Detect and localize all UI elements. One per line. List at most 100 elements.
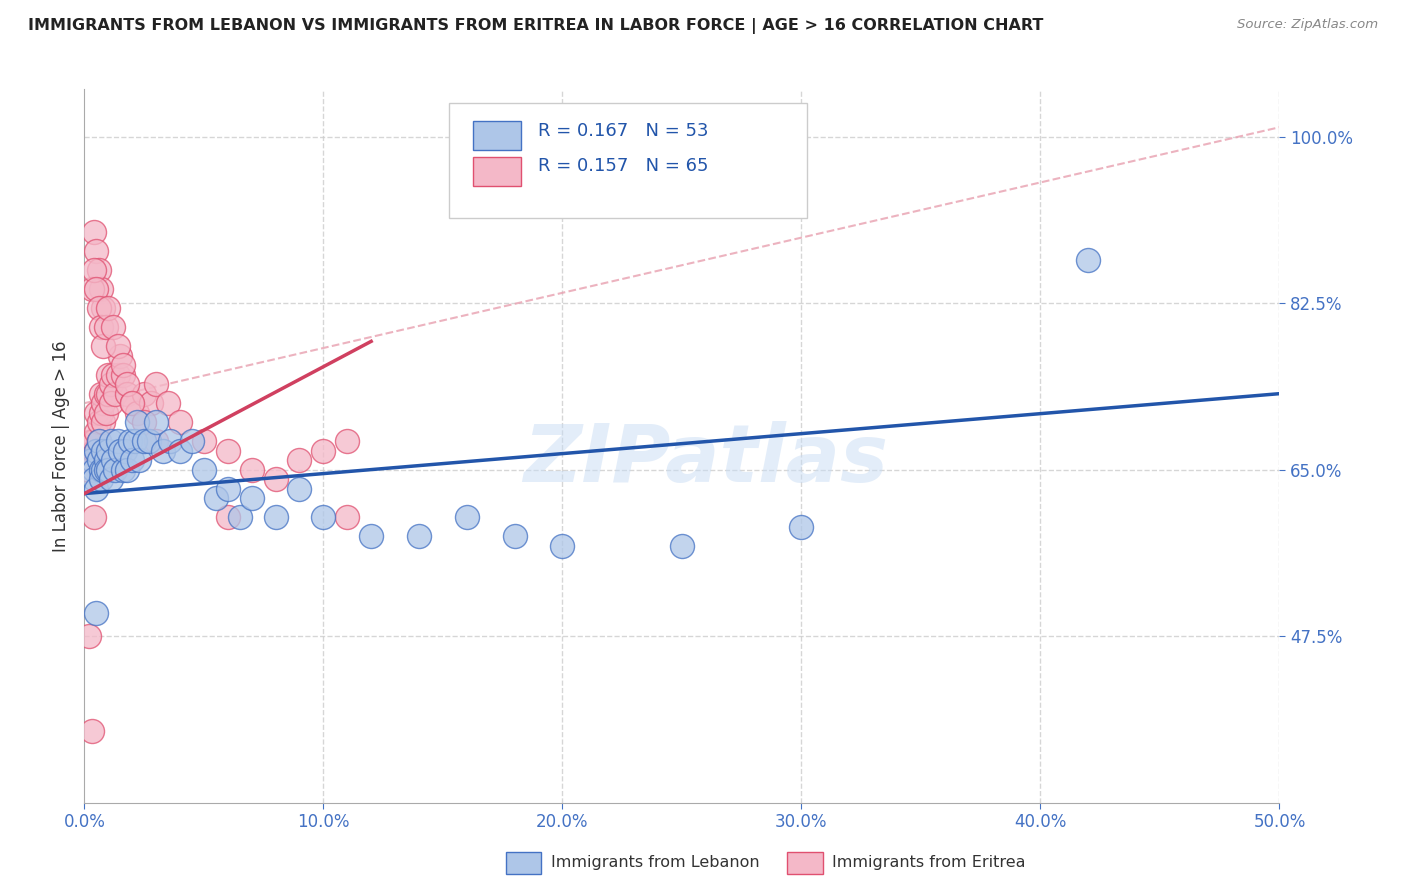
Point: [93, 301, 115, 315]
Point: [145, 415, 167, 429]
Point: [111, 358, 134, 372]
Point: [94, 320, 117, 334]
Point: [97, 301, 120, 315]
Point: [117, 386, 139, 401]
Point: [503, 529, 526, 543]
Point: [205, 491, 228, 506]
Point: [111, 368, 134, 382]
Point: [94, 386, 117, 401]
Point: [107, 339, 129, 353]
Point: [312, 443, 335, 458]
Point: [100, 434, 122, 449]
Point: [217, 510, 239, 524]
Point: [84, 443, 107, 458]
Point: [84, 425, 107, 439]
Point: [169, 443, 191, 458]
Point: [87, 415, 110, 429]
Point: [408, 529, 430, 543]
Point: [121, 396, 143, 410]
Point: [84, 606, 107, 620]
Point: [93, 463, 115, 477]
Point: [456, 510, 478, 524]
Point: [125, 415, 148, 429]
Point: [124, 434, 146, 449]
Point: [101, 320, 124, 334]
Point: [141, 396, 163, 410]
Point: [93, 415, 115, 429]
Text: Immigrants from Eritrea: Immigrants from Eritrea: [832, 855, 1026, 870]
Point: [264, 510, 287, 524]
Point: [94, 406, 117, 420]
Point: [193, 434, 215, 449]
FancyBboxPatch shape: [449, 103, 807, 218]
Point: [288, 482, 311, 496]
Point: [117, 377, 139, 392]
Point: [83, 225, 105, 239]
Point: [111, 463, 134, 477]
Point: [125, 406, 148, 420]
Point: [312, 510, 335, 524]
Point: [128, 453, 150, 467]
Point: [84, 482, 107, 496]
Point: [240, 491, 263, 506]
Point: [193, 463, 215, 477]
Point: [93, 396, 115, 410]
Point: [107, 434, 129, 449]
Point: [145, 377, 167, 392]
Point: [100, 472, 122, 486]
Point: [83, 463, 105, 477]
Point: [80, 724, 103, 739]
Point: [132, 434, 156, 449]
Text: Source: ZipAtlas.com: Source: ZipAtlas.com: [1237, 18, 1378, 31]
Point: [90, 320, 112, 334]
Point: [104, 463, 127, 477]
Point: [104, 386, 127, 401]
Point: [336, 434, 359, 449]
Point: [1077, 253, 1099, 268]
Point: [97, 386, 120, 401]
Point: [121, 453, 143, 467]
Point: [84, 244, 107, 258]
Point: [132, 415, 156, 429]
Y-axis label: In Labor Force | Age > 16: In Labor Force | Age > 16: [52, 340, 70, 552]
Point: [93, 443, 115, 458]
Point: [264, 472, 287, 486]
Point: [83, 472, 105, 486]
Point: [152, 443, 174, 458]
Point: [132, 386, 156, 401]
Point: [157, 396, 180, 410]
Point: [228, 510, 252, 524]
Point: [180, 434, 202, 449]
Point: [110, 443, 132, 458]
Point: [90, 463, 112, 477]
Point: [80, 282, 103, 296]
Point: [84, 282, 107, 296]
Point: [90, 406, 112, 420]
Point: [80, 453, 103, 467]
Point: [93, 339, 115, 353]
Point: [84, 443, 107, 458]
Point: [90, 472, 112, 486]
Point: [551, 539, 574, 553]
Point: [97, 443, 120, 458]
Point: [77, 629, 100, 643]
Point: [84, 406, 107, 420]
Point: [77, 463, 100, 477]
Point: [90, 386, 112, 401]
Point: [94, 463, 117, 477]
Text: Immigrants from Lebanon: Immigrants from Lebanon: [551, 855, 759, 870]
Point: [159, 434, 181, 449]
Point: [87, 434, 110, 449]
Point: [80, 434, 103, 449]
Point: [87, 263, 110, 277]
Point: [83, 434, 105, 449]
Point: [87, 301, 110, 315]
Point: [100, 377, 122, 392]
Bar: [472, 121, 520, 150]
Point: [101, 368, 124, 382]
Point: [790, 520, 813, 534]
Point: [87, 453, 110, 467]
Point: [101, 453, 124, 467]
Point: [217, 443, 239, 458]
Point: [97, 463, 120, 477]
